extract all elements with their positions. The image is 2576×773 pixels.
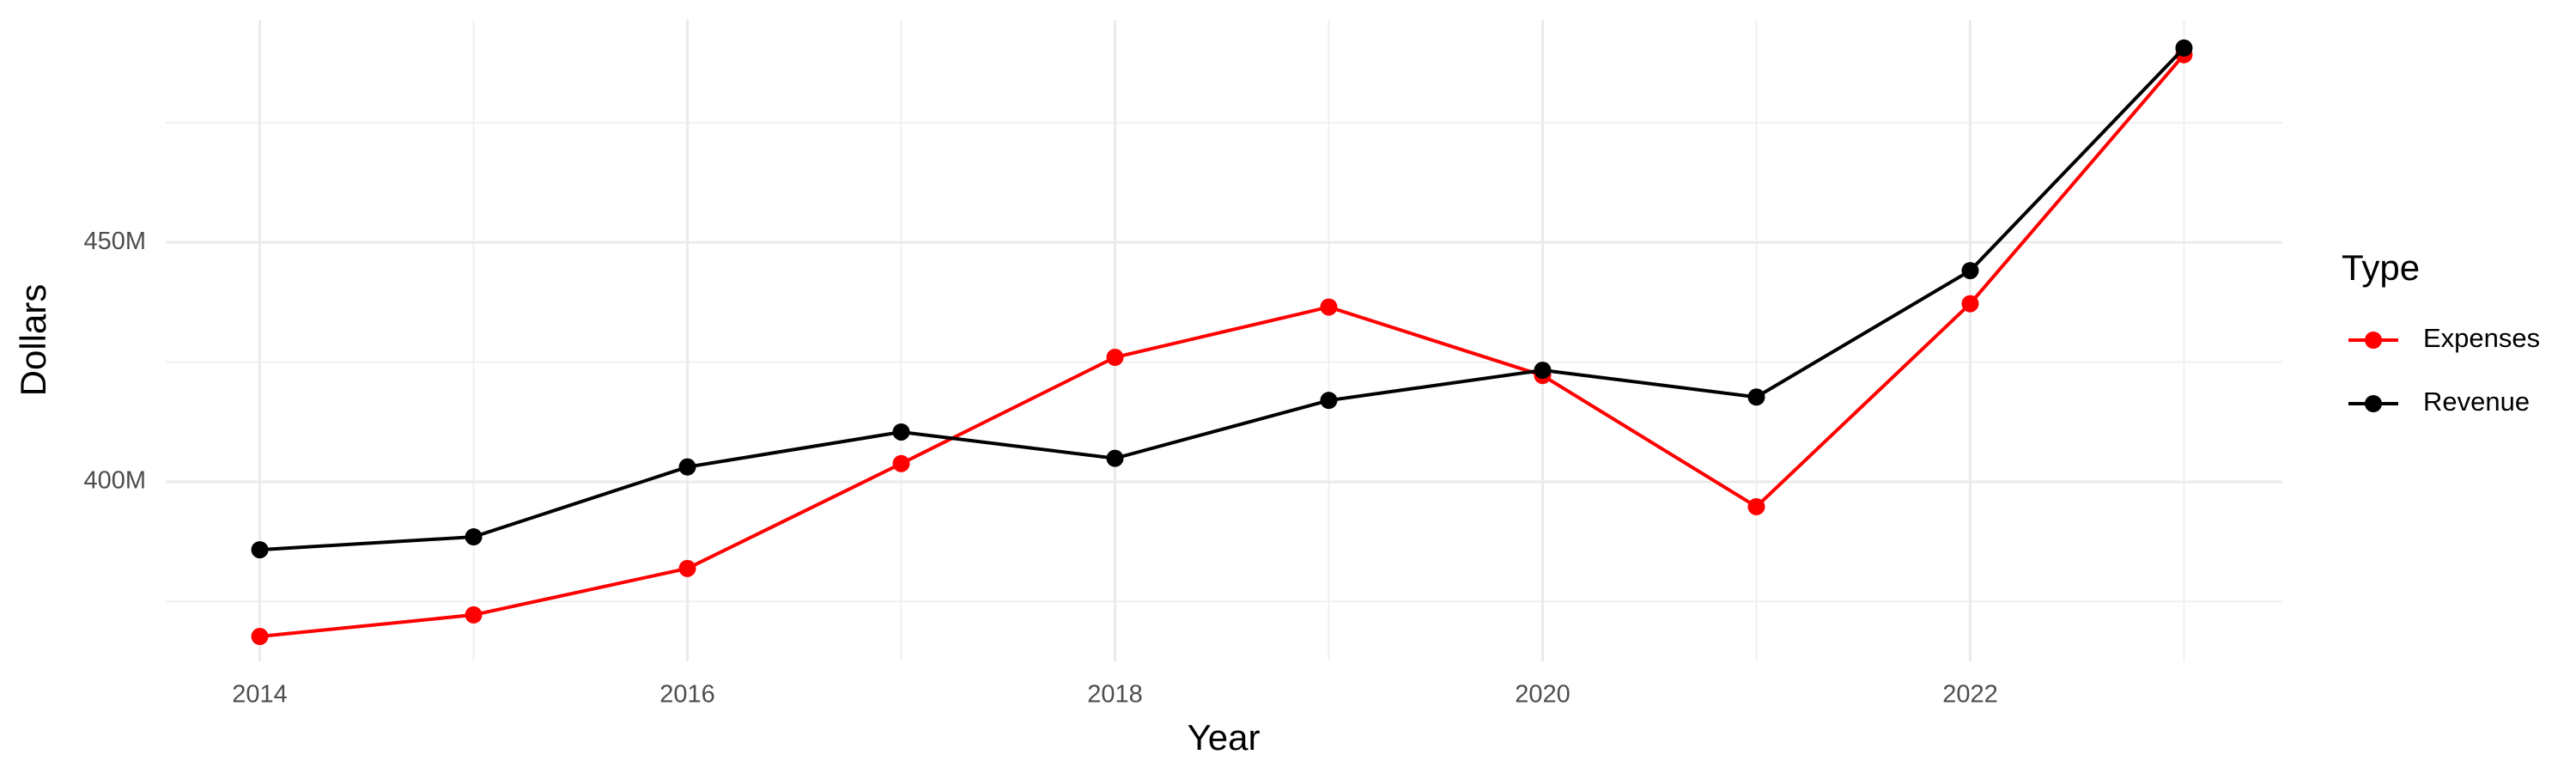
data-point [465,528,483,546]
legend-label: Revenue [2423,386,2530,417]
legend-key-point [2365,395,2382,412]
data-point [1747,388,1765,406]
data-point [1320,392,1338,410]
data-point [892,454,910,472]
y-tick-label: 450M [83,228,146,255]
data-point [251,541,269,559]
x-tick-label: 2018 [1087,681,1143,709]
x-axis-title: Year [1188,717,1261,758]
data-point [678,458,696,476]
data-point [1961,295,1979,313]
legend-key-point [2365,332,2382,349]
x-tick-label: 2014 [232,681,288,709]
x-tick-label: 2022 [1942,681,1998,709]
y-tick-label: 400M [83,467,146,495]
data-point [2175,39,2193,57]
data-point [1747,497,1765,515]
data-point [1106,349,1124,367]
x-tick-label: 2016 [659,681,715,709]
y-axis-title: Dollars [13,284,53,397]
series-line [259,46,2185,552]
series-line [259,53,2185,639]
data-point [1534,362,1552,380]
legend-label: Expenses [2423,323,2540,353]
x-tick-label: 2020 [1515,681,1571,709]
data-point [251,628,269,646]
data-point [465,606,483,624]
data-point [1320,298,1338,316]
data-point [892,423,910,441]
legend-title: Type [2342,247,2420,288]
data-point [1106,449,1124,467]
data-point [1961,262,1979,280]
data-point [678,559,696,577]
